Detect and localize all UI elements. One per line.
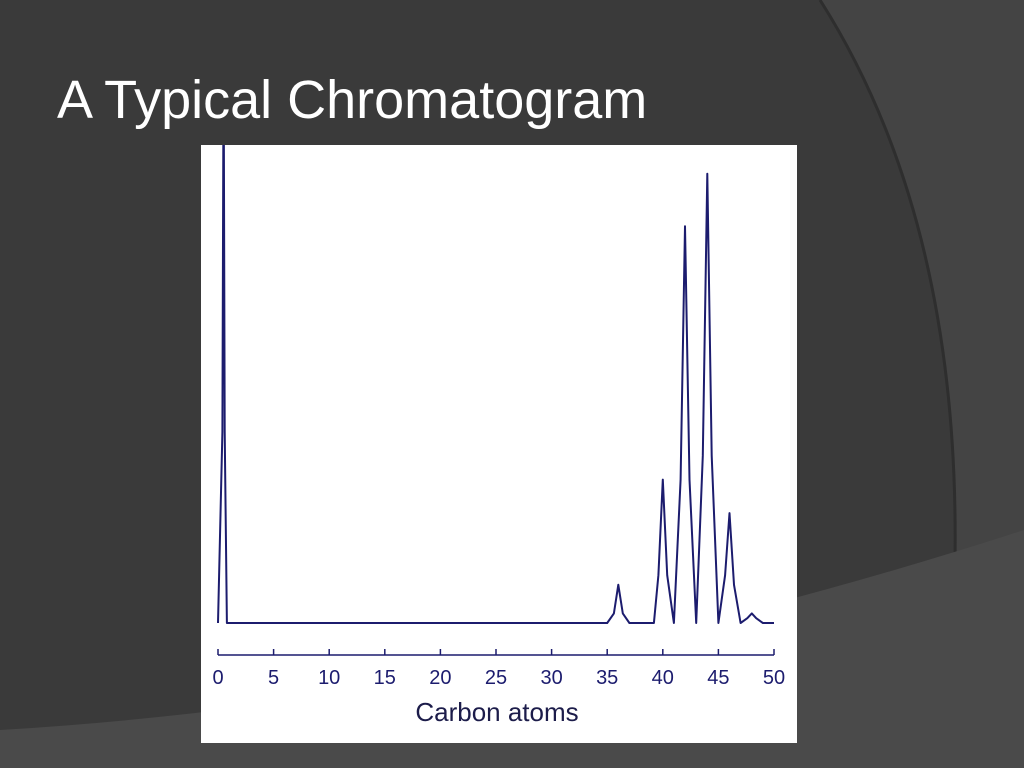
x-tick-label: 40 — [652, 667, 674, 689]
x-tick-label: 50 — [763, 667, 785, 689]
x-tick-label: 0 — [212, 667, 223, 689]
plot — [217, 145, 774, 624]
slide-title: A Typical Chromatogram — [57, 70, 647, 130]
x-axis-label: Carbon atoms — [415, 697, 578, 727]
x-tick-label: 15 — [374, 667, 396, 689]
x-tick-label: 5 — [268, 667, 279, 689]
x-tick-label: 30 — [540, 667, 562, 689]
x-tick-label: 35 — [596, 667, 618, 689]
x-tick-label: 20 — [429, 667, 451, 689]
x-tick-label: 45 — [707, 667, 729, 689]
chromatogram-line — [217, 145, 774, 624]
x-tick-label: 25 — [485, 667, 507, 689]
chart-image — [201, 145, 797, 743]
x-tick-label: 10 — [318, 667, 340, 689]
